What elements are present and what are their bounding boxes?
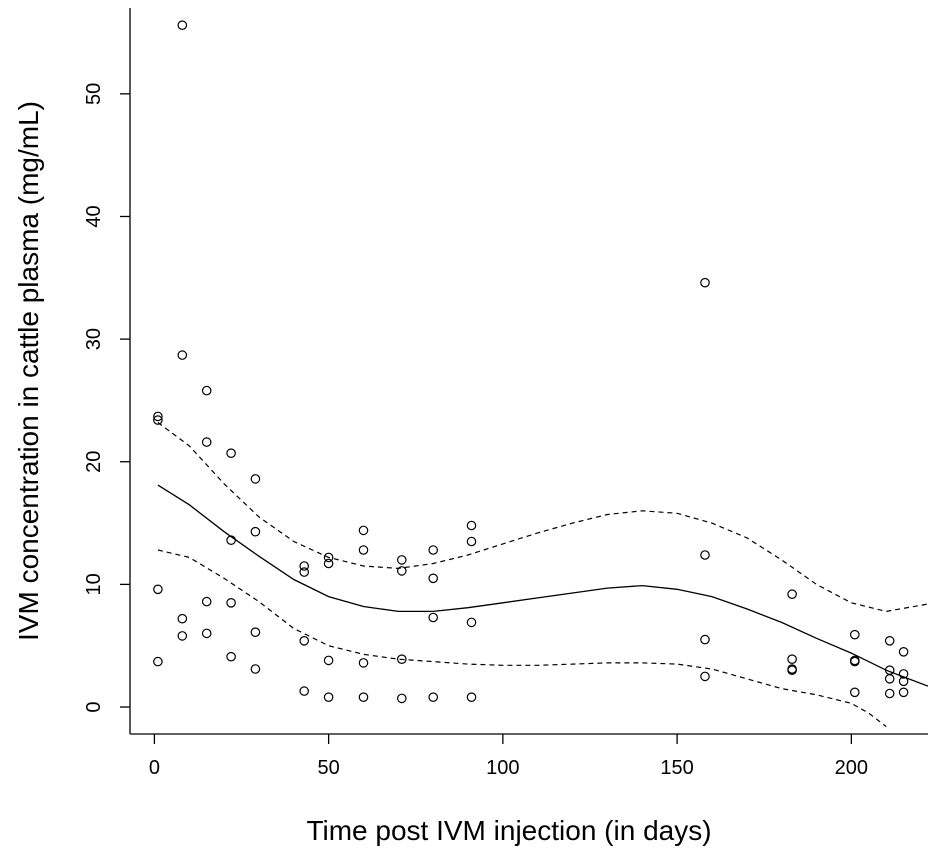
data-point	[898, 669, 909, 679]
data-point	[849, 687, 860, 698]
data-point	[323, 552, 334, 563]
upper-confidence-band	[157, 422, 928, 613]
data-point	[898, 687, 909, 698]
data-point	[884, 635, 895, 646]
x-axis-title: Time post IVM injection (in days)	[306, 815, 711, 846]
data-point	[358, 525, 369, 536]
data-point	[226, 535, 236, 545]
data-point	[177, 631, 188, 641]
data-point	[299, 561, 309, 571]
data-point	[201, 437, 212, 447]
y-tick-label: 10	[83, 573, 105, 595]
x-tick-label: 150	[660, 757, 693, 779]
data-point	[201, 628, 212, 639]
data-point	[153, 415, 163, 425]
data-point	[700, 634, 710, 645]
data-point	[700, 671, 710, 682]
data-point	[787, 589, 797, 599]
data-point	[466, 536, 477, 547]
fitted-curve	[157, 484, 928, 687]
data-point	[396, 566, 407, 576]
x-tick-label: 50	[318, 757, 340, 779]
data-point	[428, 573, 438, 584]
data-point	[323, 558, 334, 569]
data-point	[153, 656, 163, 667]
data-point	[787, 665, 797, 675]
y-tick-label: 20	[83, 451, 105, 473]
data-point	[226, 651, 236, 662]
data-point	[898, 676, 909, 687]
x-tick-label: 0	[149, 757, 160, 779]
data-point	[428, 692, 438, 702]
data-point	[250, 474, 261, 484]
data-point	[466, 617, 477, 628]
fit-lines	[157, 422, 928, 728]
data-point	[299, 635, 309, 646]
data-point	[428, 545, 438, 555]
x-axis: 0 50 100 150 200	[130, 733, 928, 779]
data-point	[323, 692, 334, 702]
data-point	[153, 584, 163, 595]
data-point	[358, 658, 369, 668]
data-point	[201, 385, 212, 396]
data-point	[884, 688, 895, 699]
y-tick-label: 40	[83, 205, 105, 227]
data-points	[153, 20, 909, 704]
data-point	[153, 411, 163, 422]
data-point	[396, 654, 407, 664]
data-point	[849, 656, 860, 667]
data-point	[466, 692, 477, 702]
data-point	[226, 448, 236, 458]
y-tick-label: 0	[83, 701, 105, 712]
data-point	[299, 686, 309, 696]
data-point	[177, 613, 188, 624]
data-point	[358, 545, 369, 555]
data-point	[201, 596, 212, 607]
data-point	[177, 350, 188, 360]
x-tick-label: 100	[486, 757, 519, 779]
data-point	[250, 627, 261, 637]
data-point	[250, 526, 261, 537]
data-point	[884, 673, 895, 684]
y-tick-label: 50	[83, 83, 105, 105]
data-point	[396, 555, 407, 565]
data-point	[849, 629, 860, 640]
y-axis: 0 10 20 30 40 50	[83, 8, 131, 734]
lower-confidence-band	[157, 549, 887, 728]
data-point	[396, 693, 407, 704]
data-point	[299, 567, 309, 577]
data-point	[466, 520, 477, 531]
data-point	[428, 612, 438, 623]
data-point	[358, 692, 369, 702]
data-point	[787, 654, 797, 664]
x-tick-label: 200	[835, 757, 868, 779]
data-point	[250, 664, 261, 674]
data-point	[700, 277, 710, 288]
data-point	[226, 597, 236, 608]
y-tick-label: 30	[83, 328, 105, 350]
y-axis-title: IVM concentration in cattle plasma (mg/m…	[13, 101, 44, 641]
data-point	[177, 20, 188, 30]
data-point	[898, 646, 909, 657]
data-point	[323, 655, 334, 666]
data-point	[700, 550, 710, 560]
